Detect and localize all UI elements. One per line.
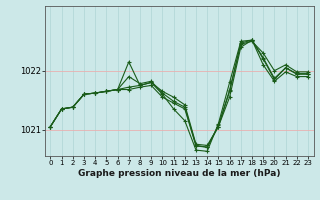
X-axis label: Graphe pression niveau de la mer (hPa): Graphe pression niveau de la mer (hPa) bbox=[78, 169, 280, 178]
